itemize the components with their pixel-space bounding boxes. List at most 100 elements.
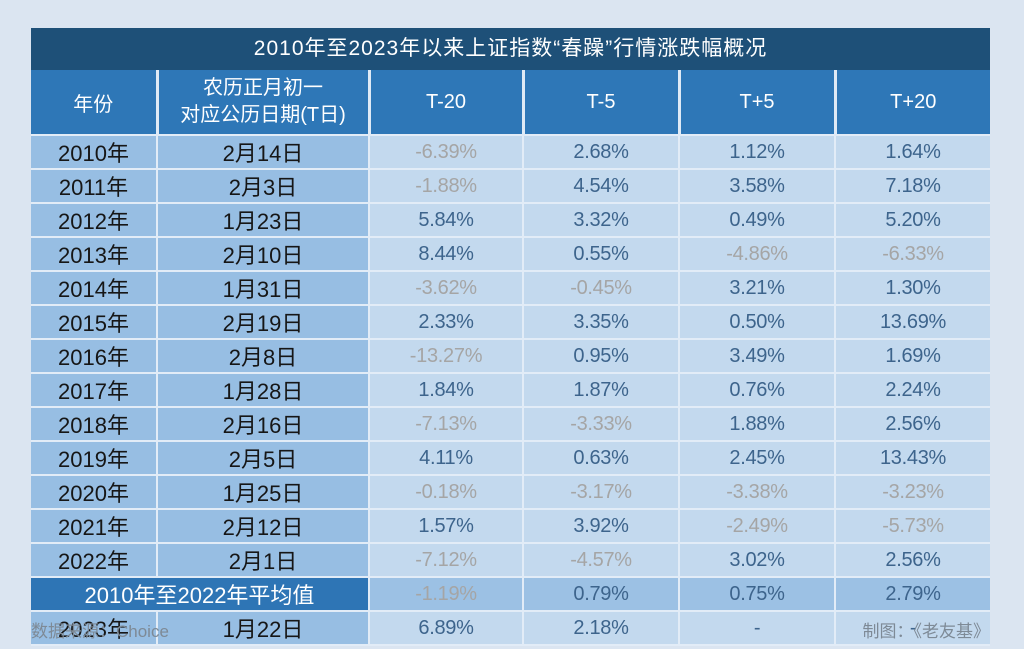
value-cell: -3.33% [523,407,680,442]
table-title: 2010年至2023年以来上证指数“春躁”行情涨跌幅概况 [31,28,990,70]
value-cell: 3.49% [679,339,836,374]
value-cell: 0.55% [523,237,680,272]
value-cell: -0.45% [523,271,680,306]
value-cell: 3.02% [679,543,836,578]
date-cell: 2月10日 [157,237,370,272]
value-cell: 1.30% [835,271,990,306]
table-row: 2013年 2月10日 8.44% 0.55% -4.86% -6.33% [31,237,990,272]
value-cell: -2.49% [679,509,836,544]
column-header-t-minus-20: T-20 [369,70,525,136]
value-cell: 1.12% [679,135,836,170]
year-cell: 2010年 [31,135,158,170]
table-row: 2011年 2月3日 -1.88% 4.54% 3.58% 7.18% [31,169,990,204]
value-cell: 3.21% [679,271,836,306]
value-cell: 2.33% [369,305,524,340]
date-cell: 2月14日 [157,135,370,170]
table-body: 2010年 2月14日 -6.39% 2.68% 1.12% 1.64% 2011年 2月3日… [31,135,990,646]
value-cell: 0.95% [523,339,680,374]
date-cell: 1月28日 [157,373,370,408]
data-table: 年份 农历正月初一 对应公历日期(T日) T-20 T-5 T+5 T+20 2… [31,70,990,646]
date-cell: 2月16日 [157,407,370,442]
value-cell: 5.20% [835,203,990,238]
table-row: 2020年 1月25日 -0.18% -3.17% -3.38% -3.23% [31,475,990,510]
value-cell: 13.43% [835,441,990,476]
value-cell: 1.88% [679,407,836,442]
year-cell: 2023年 [31,611,158,646]
spring-rally-table: 2010年至2023年以来上证指数“春躁”行情涨跌幅概况 年份 农历正月初一 对… [31,28,990,646]
column-header-date-line1: 农历正月初一 [203,77,323,99]
value-cell: 2.24% [835,373,990,408]
year-cell: 2022年 [31,543,158,578]
date-cell: 2月1日 [157,543,370,578]
table-row: 2017年 1月28日 1.84% 1.87% 0.76% 2.24% [31,373,990,408]
value-cell: 13.69% [835,305,990,340]
value-cell: 1.84% [369,373,524,408]
year-cell: 2018年 [31,407,158,442]
table-row: 2016年 2月8日 -13.27% 0.95% 3.49% 1.69% [31,339,990,374]
year-cell: 2014年 [31,271,158,306]
year-cell: 2019年 [31,441,158,476]
value-cell: -5.73% [835,509,990,544]
year-cell: 2015年 [31,305,158,340]
value-cell: 3.35% [523,305,680,340]
value-cell: 6.89% [369,611,524,646]
column-header-t-plus-20: T+20 [835,70,990,136]
date-cell: 2月8日 [157,339,370,374]
value-cell: - [679,611,836,646]
year-cell: 2016年 [31,339,158,374]
column-header-date-line2: 对应公历日期(T日) [180,104,346,126]
value-cell: -7.13% [369,407,524,442]
value-cell: -6.33% [835,237,990,272]
column-header-year: 年份 [31,70,159,136]
value-cell: 1.87% [523,373,680,408]
value-cell: 0.49% [679,203,836,238]
value-cell: 4.54% [523,169,680,204]
table-row: 2021年 2月12日 1.57% 3.92% -2.49% -5.73% [31,509,990,544]
value-cell: 0.50% [679,305,836,340]
header-row: 年份 农历正月初一 对应公历日期(T日) T-20 T-5 T+5 T+20 [31,70,990,136]
value-cell: 2.45% [679,441,836,476]
value-cell: 1.57% [369,509,524,544]
table-row: 2022年 2月1日 -7.12% -4.57% 3.02% 2.56% [31,543,990,578]
date-cell: 1月23日 [157,203,370,238]
date-cell: 2月19日 [157,305,370,340]
value-cell: - [835,611,990,646]
value-cell: 3.32% [523,203,680,238]
value-cell: 2.68% [523,135,680,170]
value-cell: 1.69% [835,339,990,374]
value-cell: -6.39% [369,135,524,170]
table-row: 2012年 1月23日 5.84% 3.32% 0.49% 5.20% [31,203,990,238]
value-cell: 2.18% [523,611,680,646]
value-cell: -3.62% [369,271,524,306]
value-cell: 2.79% [835,577,990,612]
year-cell: 2020年 [31,475,158,510]
date-cell: 2月3日 [157,169,370,204]
date-cell: 2月5日 [157,441,370,476]
value-cell: -4.57% [523,543,680,578]
value-cell: 1.64% [835,135,990,170]
year-cell: 2011年 [31,169,158,204]
table-row: 2015年 2月19日 2.33% 3.35% 0.50% 13.69% [31,305,990,340]
value-cell: 7.18% [835,169,990,204]
table-row: 2019年 2月5日 4.11% 0.63% 2.45% 13.43% [31,441,990,476]
year-cell: 2013年 [31,237,158,272]
year-cell: 2017年 [31,373,158,408]
value-cell: 0.76% [679,373,836,408]
value-cell: 0.79% [523,577,680,612]
average-row-label: 2010年至2022年平均值 [31,577,370,612]
value-cell: 3.92% [523,509,680,544]
value-cell: 0.63% [523,441,680,476]
value-cell: -3.38% [679,475,836,510]
table-row: 2010年 2月14日 -6.39% 2.68% 1.12% 1.64% [31,135,990,170]
value-cell: -4.86% [679,237,836,272]
table-row: 2014年 1月31日 -3.62% -0.45% 3.21% 1.30% [31,271,990,306]
column-header-t-minus-5: T-5 [523,70,681,136]
value-cell: 3.58% [679,169,836,204]
data-source-label: 数据来源：Choice [31,622,169,641]
average-row: 2010年至2022年平均值 -1.19% 0.79% 0.75% 2.79% [31,577,990,612]
date-cell: 1月25日 [157,475,370,510]
value-cell: -1.88% [369,169,524,204]
column-header-t-plus-5: T+5 [679,70,837,136]
date-cell: 1月22日 [157,611,370,646]
